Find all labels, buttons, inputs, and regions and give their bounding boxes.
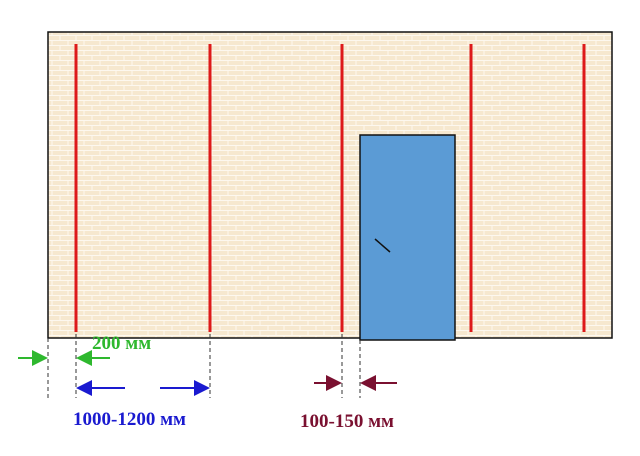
edge-offset-label: 200 мм bbox=[92, 333, 151, 354]
profiles bbox=[74, 44, 586, 332]
wall bbox=[47, 31, 613, 339]
door bbox=[359, 134, 456, 341]
arrows bbox=[18, 350, 397, 396]
dimension-lines bbox=[47, 334, 361, 398]
door-offset-label: 100-150 мм bbox=[300, 411, 394, 432]
spacing-label: 1000-1200 мм bbox=[73, 409, 186, 430]
door-handle bbox=[374, 238, 391, 253]
